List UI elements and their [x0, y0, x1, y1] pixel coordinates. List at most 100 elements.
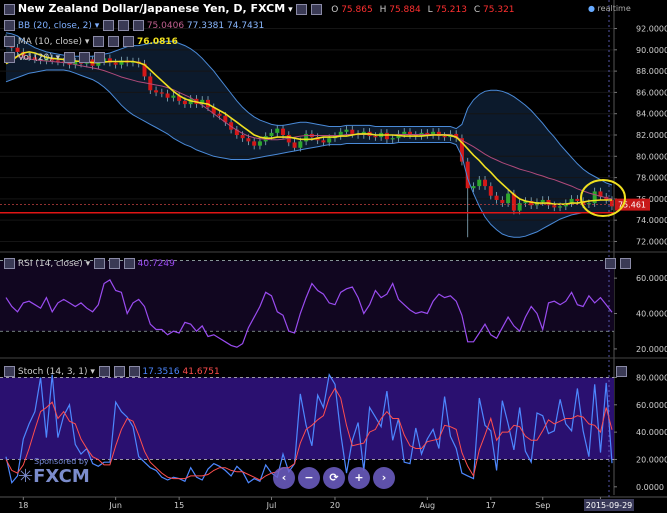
sponsored-text: Sponsored by	[34, 457, 89, 466]
rsi-line	[5, 279, 613, 348]
high-label: H	[379, 5, 387, 15]
candle-body	[96, 61, 101, 66]
candle-body	[373, 136, 378, 138]
bb-label: BB (20, close, 2)	[17, 21, 92, 31]
candle-body	[234, 129, 239, 135]
candle-body	[15, 47, 20, 52]
rsi-settings-icon[interactable]	[94, 258, 106, 269]
rsi-y-tick-label: 40.0000	[636, 310, 667, 319]
candle-body	[598, 191, 603, 197]
zoom-in-button[interactable]: +	[348, 467, 370, 489]
x-tick-label: 18	[18, 501, 28, 510]
zoom-in-icon: +	[354, 471, 364, 484]
vol-close-icon[interactable]	[93, 52, 105, 63]
ma-gear-icon[interactable]	[108, 36, 120, 47]
candle-body	[408, 131, 412, 135]
candle-body	[384, 132, 389, 140]
rsi-label: RSI (14, close)	[17, 259, 83, 269]
rsi-toggle-icon[interactable]	[4, 258, 15, 269]
bb-toggle-icon[interactable]	[4, 20, 15, 31]
stoch-label: Stoch (14, 3, 1)	[17, 367, 88, 377]
candle-body	[55, 60, 60, 62]
ma-settings-icon[interactable]	[93, 36, 105, 47]
stoch-settings-icon[interactable]	[98, 366, 110, 377]
rsi-minimize-icon[interactable]	[619, 258, 631, 269]
candle-body	[154, 90, 159, 93]
bb-lower-value: 74.7431	[227, 21, 265, 31]
title-dropdown-icon[interactable]: ▾	[288, 5, 293, 15]
vol-gear-icon[interactable]	[78, 52, 90, 63]
stoch-k-value: 17.3516	[142, 367, 180, 377]
candle-body	[488, 186, 493, 196]
price-y-tick-label: 84.0000	[636, 110, 667, 119]
candle-body	[569, 198, 574, 204]
ma-label: MA (10, close)	[17, 37, 83, 47]
candle-body	[442, 136, 447, 138]
candle-body	[50, 58, 55, 61]
candle-body	[182, 100, 187, 105]
rsi-gear-icon[interactable]	[108, 258, 120, 269]
rsi-value: 40.7249	[137, 259, 175, 269]
candle-body	[402, 131, 407, 134]
stoch-band-fill	[0, 377, 614, 460]
candle-body	[217, 113, 222, 116]
vol-toggle-icon[interactable]	[4, 52, 15, 63]
current-date-label: 2015-09-29	[586, 501, 633, 510]
price-y-tick-label: 92.0000	[636, 25, 667, 34]
reset-button[interactable]: ⟳	[323, 467, 345, 489]
x-tick-label: Jul	[266, 501, 277, 510]
bb-middle-line	[5, 56, 613, 200]
candle-body	[298, 141, 303, 148]
candle-body	[240, 135, 245, 139]
scroll-right-button[interactable]: ›	[373, 467, 395, 489]
candle-body	[610, 199, 614, 207]
candle-body	[21, 51, 26, 57]
stoch-y-tick-label: 40.0000	[636, 428, 667, 437]
gear-icon[interactable]	[311, 4, 323, 15]
zoom-out-button[interactable]: −	[298, 467, 320, 489]
candle-body	[73, 61, 78, 65]
candle-body	[148, 76, 153, 91]
candle-body	[38, 59, 43, 61]
x-tick-label: 20	[330, 501, 340, 510]
stoch-maximize-icon[interactable]	[616, 366, 627, 377]
candle-body	[252, 141, 257, 146]
candle-body	[159, 92, 164, 94]
realtime-indicator: ● realtime	[588, 4, 631, 13]
vol-settings-icon[interactable]	[63, 52, 75, 63]
bb-gear-icon[interactable]	[118, 20, 130, 31]
realtime-label: realtime	[597, 4, 631, 13]
scroll-right-icon: ›	[381, 471, 387, 484]
price-y-tick-label: 88.0000	[636, 67, 667, 76]
price-y-tick-label: 72.0000	[636, 237, 667, 246]
price-y-tick-label: 90.0000	[636, 46, 667, 55]
x-tick-label: 17	[486, 501, 496, 510]
candle-body	[344, 129, 349, 132]
ma-toggle-icon[interactable]	[4, 36, 15, 47]
stoch-toggle-icon[interactable]	[4, 366, 15, 377]
rsi-close-icon[interactable]	[123, 258, 135, 269]
high-value: 75.884	[389, 5, 421, 15]
rsi-maximize-icon[interactable]	[605, 258, 616, 269]
bb-settings-icon[interactable]	[103, 20, 115, 31]
bb-close-icon[interactable]	[132, 20, 144, 31]
candle-body	[281, 128, 286, 135]
open-value: 75.865	[341, 5, 373, 15]
stoch-d-value: 41.6751	[182, 367, 220, 377]
rsi-panel-controls	[604, 258, 631, 269]
bb-upper-value: 77.3381	[186, 21, 225, 31]
price-y-tick-label: 78.0000	[636, 174, 667, 183]
candle-body	[200, 99, 205, 105]
settings-icon[interactable]	[296, 4, 308, 15]
stoch-close-icon[interactable]	[128, 366, 140, 377]
stoch-y-tick-label: 60.0000	[636, 401, 667, 410]
ma-value: 76.0816	[136, 37, 178, 47]
fxcm-logo-icon: ✳	[18, 466, 34, 487]
candle-body	[523, 201, 528, 204]
ma-close-icon[interactable]	[123, 36, 135, 47]
candle-body	[27, 56, 32, 58]
scroll-left-button[interactable]: ‹	[273, 467, 295, 489]
collapse-icon[interactable]	[4, 4, 15, 15]
stoch-gear-icon[interactable]	[113, 366, 125, 377]
candle-body	[540, 199, 545, 203]
